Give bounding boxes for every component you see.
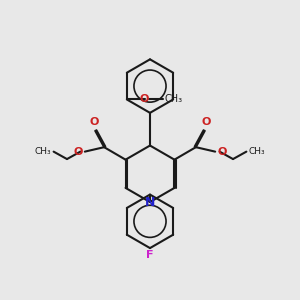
Text: O: O <box>73 147 83 157</box>
Text: CH₃: CH₃ <box>165 94 183 104</box>
Text: CH₃: CH₃ <box>248 147 265 156</box>
Text: CH₃: CH₃ <box>35 147 52 156</box>
Text: F: F <box>146 250 154 260</box>
Text: O: O <box>202 117 211 127</box>
Text: O: O <box>140 94 149 104</box>
Text: O: O <box>89 117 98 127</box>
Text: N: N <box>145 196 155 208</box>
Text: O: O <box>218 147 227 157</box>
